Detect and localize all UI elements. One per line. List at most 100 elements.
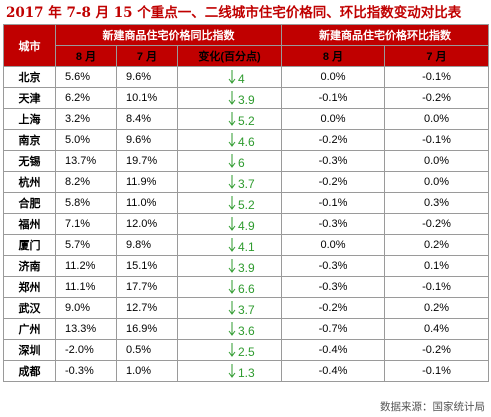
change-value: 3.7 [238, 303, 255, 317]
down-arrow-icon [228, 259, 236, 273]
yoy-aug-cell: 7.1% [55, 213, 117, 235]
mom-aug-cell: -0.3% [281, 150, 386, 172]
change-cell: 3.9 [176, 87, 283, 109]
city-cell: 广州 [3, 318, 56, 340]
yoy-jul-cell: 15.1% [116, 255, 178, 277]
table-row: 厦门 5.7% 9.8% 4.1 0.0% 0.2% [3, 234, 490, 256]
change-value: 3.9 [238, 93, 255, 107]
header-yoy-aug: 8 月 [55, 45, 117, 67]
mom-jul-cell: 0.0% [384, 171, 490, 193]
change-cell: 4.1 [176, 234, 283, 256]
header-mom-group: 新建商品住宅价格环比指数 [281, 24, 490, 46]
mom-aug-cell: -0.3% [281, 276, 386, 298]
down-arrow-icon [228, 343, 236, 357]
yoy-jul-cell: 17.7% [116, 276, 178, 298]
yoy-jul-cell: 19.7% [116, 150, 178, 172]
city-cell: 郑州 [3, 276, 56, 298]
change-cell: 4.9 [176, 213, 283, 235]
table-row: 无锡 13.7% 19.7% 6 -0.3% 0.0% [3, 150, 490, 172]
change-value: 4.1 [238, 240, 255, 254]
change-cell: 4 [176, 66, 283, 88]
down-arrow-icon [228, 154, 236, 168]
table-row: 上海 3.2% 8.4% 5.2 0.0% 0.0% [3, 108, 490, 130]
table-body: 北京 5.6% 9.6% 4 0.0% -0.1% 天津 6.2% 10.1% 3.9 -0.1% -… [3, 66, 490, 382]
down-arrow-icon [228, 175, 236, 189]
change-value: 6 [238, 156, 245, 170]
mom-jul-cell: -0.1% [384, 129, 490, 151]
yoy-jul-cell: 16.9% [116, 318, 178, 340]
table-row: 广州 13.3% 16.9% 3.6 -0.7% 0.4% [3, 318, 490, 340]
change-value: 2.5 [238, 345, 255, 359]
data-source: 数据来源：国家统计局 [380, 401, 485, 413]
down-arrow-icon [228, 133, 236, 147]
city-cell: 深圳 [3, 339, 56, 361]
change-cell: 1.3 [176, 360, 283, 382]
yoy-aug-cell: 5.0% [55, 129, 117, 151]
mom-jul-cell: 0.2% [384, 297, 490, 319]
city-cell: 南京 [3, 129, 56, 151]
header-row-1: 城市 新建商品住宅价格同比指数 新建商品住宅价格环比指数 [3, 24, 490, 67]
mom-aug-cell: -0.2% [281, 129, 386, 151]
mom-aug-cell: -0.3% [281, 213, 386, 235]
change-value: 4.6 [238, 135, 255, 149]
change-cell: 3.7 [176, 297, 283, 319]
change-cell: 3.6 [176, 318, 283, 340]
city-cell: 杭州 [3, 171, 56, 193]
change-value: 3.6 [238, 324, 255, 338]
down-arrow-icon [228, 301, 236, 315]
mom-jul-cell: 0.2% [384, 234, 490, 256]
change-cell: 4.6 [176, 129, 283, 151]
yoy-aug-cell: 9.0% [55, 297, 117, 319]
change-cell: 2.5 [176, 339, 283, 361]
yoy-jul-cell: 8.4% [116, 108, 178, 130]
city-cell: 武汉 [3, 297, 56, 319]
yoy-aug-cell: 11.2% [55, 255, 117, 277]
city-cell: 厦门 [3, 234, 56, 256]
mom-jul-cell: 0.3% [384, 192, 490, 214]
header-yoy-group: 新建商品住宅价格同比指数 [54, 24, 283, 46]
yoy-aug-cell: 13.3% [55, 318, 117, 340]
city-cell: 北京 [3, 66, 56, 88]
change-value: 5.2 [238, 114, 255, 128]
change-cell: 3.7 [176, 171, 283, 193]
mom-aug-cell: -0.3% [281, 255, 386, 277]
mom-aug-cell: -0.1% [281, 87, 386, 109]
down-arrow-icon [228, 196, 236, 210]
table-row: 济南 11.2% 15.1% 3.9 -0.3% 0.1% [3, 255, 490, 277]
change-value: 6.6 [238, 282, 255, 296]
city-cell: 无锡 [3, 150, 56, 172]
mom-aug-cell: -0.7% [281, 318, 386, 340]
yoy-aug-cell: 6.2% [55, 87, 117, 109]
header-row-2: 8 月 7 月 变化(百分点) 8 月 7 月 [4, 45, 490, 67]
header-city: 城市 [3, 24, 56, 67]
table-row: 北京 5.6% 9.6% 4 0.0% -0.1% [3, 66, 490, 88]
yoy-aug-cell: -2.0% [55, 339, 117, 361]
change-value: 3.7 [238, 177, 255, 191]
mom-jul-cell: 0.4% [384, 318, 490, 340]
yoy-aug-cell: 8.2% [55, 171, 117, 193]
mom-aug-cell: -0.4% [281, 360, 386, 382]
mom-aug-cell: -0.1% [281, 192, 386, 214]
yoy-jul-cell: 11.9% [116, 171, 178, 193]
yoy-jul-cell: 12.7% [116, 297, 178, 319]
mom-jul-cell: 0.0% [384, 108, 490, 130]
change-value: 4.9 [238, 219, 255, 233]
down-arrow-icon [228, 364, 236, 378]
table-row: 合肥 5.8% 11.0% 5.2 -0.1% 0.3% [3, 192, 490, 214]
mom-jul-cell: -0.1% [384, 276, 490, 298]
city-cell: 天津 [3, 87, 56, 109]
table-row: 杭州 8.2% 11.9% 3.7 -0.2% 0.0% [3, 171, 490, 193]
change-cell: 3.9 [176, 255, 283, 277]
mom-jul-cell: -0.2% [384, 339, 490, 361]
yoy-jul-cell: 10.1% [116, 87, 178, 109]
table-row: 郑州 11.1% 17.7% 6.6 -0.3% -0.1% [3, 276, 490, 298]
yoy-aug-cell: 3.2% [55, 108, 117, 130]
down-arrow-icon [228, 280, 236, 294]
change-value: 3.9 [238, 261, 255, 275]
mom-aug-cell: 0.0% [281, 108, 386, 130]
mom-jul-cell: -0.2% [384, 213, 490, 235]
header-mom-aug: 8 月 [281, 45, 386, 67]
change-value: 4 [238, 72, 245, 86]
mom-aug-cell: -0.2% [281, 171, 386, 193]
yoy-jul-cell: 1.0% [116, 360, 178, 382]
